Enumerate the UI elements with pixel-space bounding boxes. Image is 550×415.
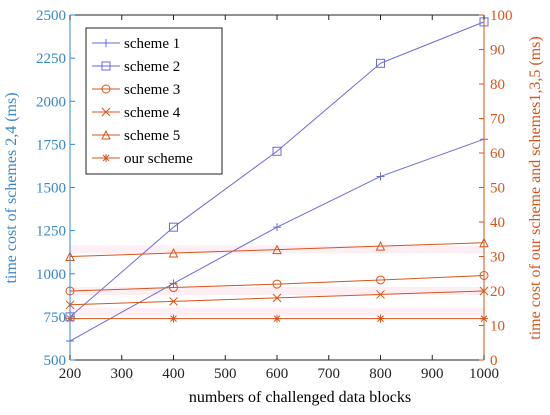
legend-label-1: scheme 1 <box>124 36 180 52</box>
legend-label-4: scheme 4 <box>124 105 181 121</box>
x-tick-label: 600 <box>266 366 289 382</box>
series-5-point-4 <box>375 241 386 251</box>
series-1-point-3 <box>273 223 281 232</box>
right-axis-title: time cost of our scheme and schemes1,3,5… <box>527 36 544 339</box>
pink-band-2 <box>70 287 484 295</box>
legend-entry-1: scheme 1 <box>92 36 180 52</box>
legend-entry-5: scheme 5 <box>92 128 180 144</box>
right-tick-label: 80 <box>490 77 505 93</box>
legend-label-2: scheme 2 <box>124 59 180 75</box>
legend-entry-6: our scheme <box>92 151 193 167</box>
left-tick-label: 750 <box>44 310 67 326</box>
legend-entry-4: scheme 4 <box>92 105 181 121</box>
x-tick-label: 500 <box>214 366 237 382</box>
series-6-point-3 <box>273 314 281 323</box>
right-tick-label: 100 <box>490 8 513 24</box>
series-6-point-4 <box>376 314 385 323</box>
legend-label-6: our scheme <box>124 151 193 167</box>
right-tick-label: 90 <box>490 43 505 59</box>
left-tick-label: 1750 <box>36 137 66 153</box>
left-tick-label: 500 <box>44 353 67 369</box>
right-tick-label: 50 <box>490 181 505 197</box>
left-tick-label: 2000 <box>36 94 66 110</box>
series-6-point-2 <box>169 314 178 323</box>
legend: scheme 1 scheme 2 scheme 3 scheme 4 scheme 5… <box>85 27 223 175</box>
x-tick-label: 900 <box>421 366 444 382</box>
series-3-point-3 <box>272 279 282 289</box>
series-line-2 <box>69 21 485 318</box>
series-2-point-4 <box>376 58 385 68</box>
legend-marker-3 <box>101 84 111 94</box>
legend-label-3: scheme 3 <box>124 82 180 98</box>
series-5-point-2 <box>168 247 179 258</box>
x-tick-label: 200 <box>59 366 82 382</box>
series-line-3 <box>69 274 485 292</box>
right-tick-label: 30 <box>490 250 505 266</box>
series-4-point-2 <box>169 296 178 306</box>
left-tick-label: 2500 <box>36 8 66 24</box>
left-tick-label: 1250 <box>36 224 66 240</box>
left-tick-label: 1000 <box>36 267 66 283</box>
x-tick-label: 300 <box>111 366 134 382</box>
series-1-point-4 <box>376 172 385 181</box>
series-5-point-3 <box>272 244 282 255</box>
left-axis-title: time cost of schemes 2,4 (ms) <box>3 92 20 283</box>
series-2-point-3 <box>272 146 282 156</box>
legend-box <box>85 27 223 175</box>
series-2-point-2 <box>169 222 178 232</box>
legend-entry-3: scheme 3 <box>92 82 180 98</box>
legend-marker-6 <box>102 154 110 162</box>
axes-layer: 200 300 400 500 600 700 800 900 1000500750100012… <box>36 8 513 382</box>
series-3-point-2 <box>169 283 178 293</box>
right-tick-label: 60 <box>490 146 505 162</box>
series-3-point-4 <box>376 275 385 285</box>
left-tick-label: 1500 <box>36 181 66 197</box>
left-tick-label: 2250 <box>36 51 66 67</box>
x-tick-label: 400 <box>162 366 185 382</box>
legend-marker-2 <box>101 61 111 71</box>
legend-label-5: scheme 5 <box>124 128 180 144</box>
right-tick-label: 20 <box>490 284 505 300</box>
legend-marker-4 <box>101 107 111 117</box>
legend-marker-1 <box>102 39 110 47</box>
right-tick-label: 40 <box>490 215 505 231</box>
x-tick-label: 700 <box>318 366 341 382</box>
right-tick-label: 10 <box>490 319 505 335</box>
series-4-point-4 <box>376 290 385 299</box>
series-line-5 <box>69 242 485 257</box>
series-layer <box>65 17 489 346</box>
x-axis-title: numbers of challenged data blocks <box>189 389 411 406</box>
right-tick-label: 0 <box>490 353 498 369</box>
x-tick-label: 1000 <box>469 366 499 382</box>
legend-marker-5 <box>101 129 111 140</box>
legend-entry-2: scheme 2 <box>92 59 180 75</box>
x-tick-label: 800 <box>369 366 392 382</box>
right-tick-label: 70 <box>490 112 505 128</box>
series-4-point-3 <box>272 293 282 303</box>
pink-band-3 <box>70 307 484 316</box>
